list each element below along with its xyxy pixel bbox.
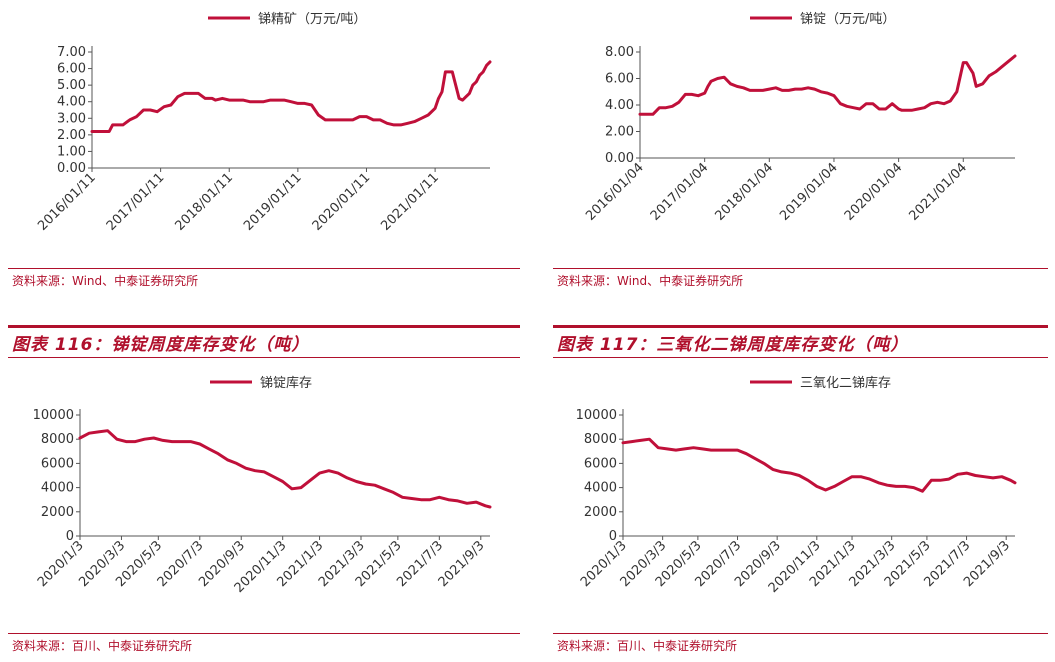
series-line	[638, 54, 1017, 116]
figure-title-left: 图表 116：锑锭周度库存变化（吨）	[12, 335, 310, 355]
figure-title-right: 图表 117：三氧化二锑周度库存变化（吨）	[557, 335, 909, 355]
figure-title-rule	[553, 325, 1048, 328]
chart-antimony-trioxide-inventory: 三氧化二锑库存 0 2000 4000 6000 8000 10000 2020/1/3 202…	[545, 362, 1055, 630]
figure-title-rule	[8, 325, 520, 328]
divider	[8, 268, 520, 269]
series-line	[90, 60, 492, 133]
x-tick-label: 2018/01/04	[713, 160, 777, 224]
x-tick-label: 2017/01/11	[104, 170, 168, 234]
x-tick-label: 2016/01/04	[583, 160, 647, 224]
x-tick-label: 2019/01/04	[777, 160, 841, 224]
source-note: 资料来源：百川、中泰证券研究所	[12, 639, 193, 653]
x-tick-label: 2021/9/3	[436, 538, 488, 590]
y-tick-label: 4000	[41, 481, 74, 496]
y-tick-label: 0	[66, 529, 74, 544]
y-tick-label: 6000	[41, 456, 74, 471]
y-tick-label: 0.00	[57, 161, 86, 176]
chart-svg: 锑锭库存02000400060008000100002020/1/32020/3…	[33, 375, 492, 596]
figure-title-rule	[553, 357, 1048, 358]
source-note: 资料来源：Wind、中泰证券研究所	[12, 274, 199, 288]
legend-label: 锑锭（万元/吨）	[800, 12, 895, 27]
chart-svg: 三氧化二锑库存02000400060008000100002020/1/3202…	[576, 375, 1017, 596]
x-tick-label: 2020/01/04	[842, 160, 906, 224]
y-tick-label: 8.00	[605, 45, 634, 60]
y-tick-label: 5.00	[57, 78, 86, 93]
x-tick-label: 2016/01/11	[35, 170, 99, 234]
x-tick-label: 2021/01/11	[378, 170, 442, 234]
y-tick-label: 0	[609, 529, 617, 544]
y-tick-label: 2000	[41, 505, 74, 520]
y-tick-label: 2.00	[57, 128, 86, 143]
y-tick-label: 1.00	[57, 144, 86, 159]
chart-svg: 锑精矿（万元/吨） 0.00 1.002.00 3.004.00 5.006.00 7.0…	[35, 12, 492, 234]
x-tick-label: 2021/01/04	[907, 160, 971, 224]
figure-title-rule	[8, 357, 520, 358]
y-tick-label: 10000	[576, 408, 617, 423]
divider	[8, 633, 520, 634]
legend-label: 锑锭库存	[260, 375, 312, 391]
source-note: 资料来源：百川、中泰证券研究所	[557, 639, 738, 653]
y-tick-label: 6.00	[605, 72, 634, 87]
y-tick-label: 2.00	[605, 125, 634, 140]
legend-label: 三氧化二锑库存	[800, 375, 891, 391]
y-tick-label: 0.00	[605, 151, 634, 166]
divider	[553, 268, 1048, 269]
y-tick-label: 2000	[584, 505, 617, 520]
y-tick-label: 3.00	[57, 111, 86, 126]
divider	[553, 633, 1048, 634]
y-tick-label: 6000	[584, 456, 617, 471]
source-note: 资料来源：Wind、中泰证券研究所	[557, 274, 744, 288]
y-tick-label: 8000	[584, 432, 617, 447]
y-tick-label: 4.00	[57, 95, 86, 110]
y-tick-label: 4.00	[605, 98, 634, 113]
chart-antimony-concentrate-price: 锑精矿（万元/吨） 0.00 1.00 2.00 3.00 4.00 5.00 6.00 7.0…	[0, 0, 520, 262]
y-tick-label: 6.00	[57, 62, 86, 77]
y-tick-label: 7.00	[57, 45, 86, 60]
series-line	[621, 437, 1017, 493]
legend-label: 锑精矿（万元/吨）	[258, 12, 366, 27]
y-tick-label: 4000	[584, 481, 617, 496]
series-line	[78, 429, 492, 509]
chart-antimony-ingot-price: 锑锭（万元/吨） 0.00 2.00 4.00 6.00 8.00 2016/01/04 20…	[545, 0, 1055, 262]
x-tick-label: 2018/01/11	[172, 170, 236, 234]
chart-antimony-ingot-inventory: 锑锭库存 0 2000 4000 6000 8000 10000 2020/1/3 2020/3…	[0, 362, 520, 630]
x-tick-label: 2017/01/04	[648, 160, 712, 224]
x-tick-label: 2020/01/11	[310, 170, 374, 234]
y-tick-label: 10000	[33, 408, 74, 423]
y-tick-label: 8000	[41, 432, 74, 447]
x-tick-label: 2019/01/11	[241, 170, 305, 234]
